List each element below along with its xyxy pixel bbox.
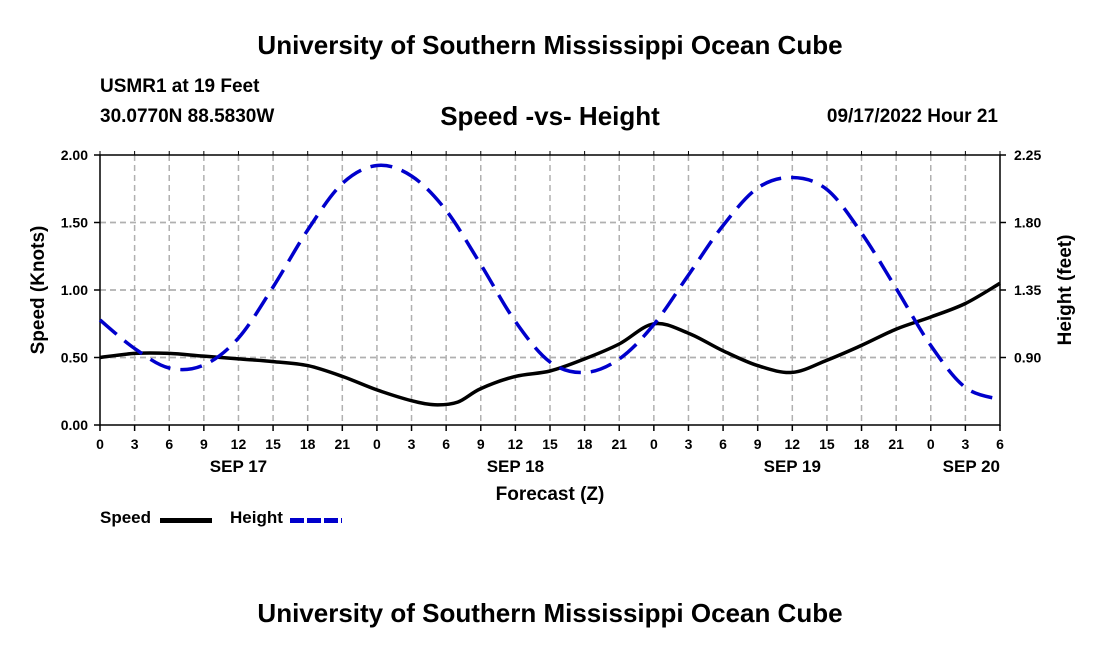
station-label: USMR1 at 19 Feet: [100, 76, 260, 97]
x-tick-label: 21: [888, 436, 904, 452]
legend-height-label: Height: [230, 508, 283, 527]
y-right-tick-label: 1.35: [1014, 282, 1041, 298]
x-tick-label: 0: [927, 436, 935, 452]
x-tick-label: 21: [335, 436, 351, 452]
bottom-title: University of Southern Mississippi Ocean…: [257, 598, 843, 628]
grid-layer: [100, 155, 1000, 425]
y-axis-right-label: Height (feet): [1055, 235, 1076, 346]
y-left-tick-label: 0.00: [61, 417, 88, 433]
x-tick-label: 21: [611, 436, 627, 452]
x-tick-label: 12: [785, 436, 801, 452]
legend-speed-label: Speed: [100, 508, 152, 527]
x-tick-label: 18: [854, 436, 870, 452]
x-date-label: SEP 18: [487, 457, 544, 476]
x-tick-label: 3: [685, 436, 693, 452]
x-tick-label: 15: [819, 436, 835, 452]
x-tick-label: 9: [477, 436, 485, 452]
x-date-label: SEP 17: [210, 457, 267, 476]
x-tick-label: 9: [754, 436, 762, 452]
x-tick-label: 0: [650, 436, 658, 452]
x-tick-label: 3: [408, 436, 416, 452]
x-tick-label: 18: [577, 436, 593, 452]
x-tick-label: 6: [996, 436, 1004, 452]
y-left-tick-label: 1.00: [61, 282, 88, 298]
chart-title: Speed -vs- Height: [440, 101, 660, 131]
y-left-tick-label: 0.50: [61, 350, 88, 366]
x-tick-label: 3: [961, 436, 969, 452]
main-title: University of Southern Mississippi Ocean…: [257, 30, 843, 60]
y-left-tick-label: 1.50: [61, 215, 88, 231]
x-tick-label: 15: [542, 436, 558, 452]
x-tick-label: 15: [265, 436, 281, 452]
x-tick-label: 9: [200, 436, 208, 452]
legend-height-swatch: [290, 518, 342, 523]
y-right-tick-label: 1.80: [1014, 215, 1041, 231]
series-line-speed: [99, 281, 1001, 407]
y-right-tick-label: 0.90: [1014, 350, 1041, 366]
x-date-label: SEP 19: [764, 457, 821, 476]
x-tick-label: 0: [373, 436, 381, 452]
x-tick-label: 3: [131, 436, 139, 452]
x-tick-label: 6: [719, 436, 727, 452]
x-tick-label: 18: [300, 436, 316, 452]
x-axis-label: Forecast (Z): [496, 484, 605, 505]
x-tick-label: 6: [442, 436, 450, 452]
x-tick-label: 12: [231, 436, 247, 452]
coordinates-label: 30.0770N 88.5830W: [100, 106, 275, 127]
x-tick-label: 12: [508, 436, 524, 452]
series-line-height: [98, 163, 1001, 402]
datestamp: 09/17/2022 Hour 21: [826, 106, 998, 127]
y-right-tick-label: 2.25: [1014, 147, 1041, 163]
ticks-layer: 0 3 6 9 12 15 18 21 0 3 6 9 12 15 18 21 0 3 6 9 12 15 18 21 0 3 6 0…: [61, 147, 1042, 476]
x-date-label: SEP 20: [943, 457, 1000, 476]
y-axis-left-label: Speed (Knots): [28, 226, 49, 355]
y-left-tick-label: 2.00: [61, 147, 88, 163]
legend-speed-swatch: [160, 518, 212, 523]
x-tick-label: 0: [96, 436, 104, 452]
series-layer: [98, 163, 1001, 407]
x-tick-label: 6: [165, 436, 173, 452]
